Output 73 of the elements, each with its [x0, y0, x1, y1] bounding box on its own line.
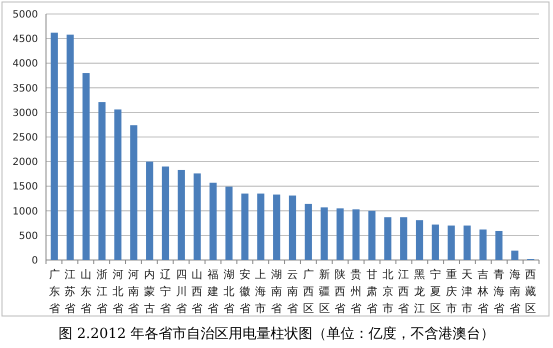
x-tick-label: 西藏区: [525, 268, 536, 315]
x-tick-label: 内蒙古: [144, 268, 156, 315]
y-tick-label: 1000: [12, 206, 38, 218]
bar: [194, 173, 201, 260]
y-tick-label: 0: [32, 256, 38, 266]
y-tick-label: 2500: [12, 132, 38, 144]
x-tick-label: 青海省: [493, 268, 504, 315]
x-tick-label: 浙江省: [96, 268, 108, 315]
x-tick-label: 云南省: [287, 268, 298, 315]
x-tick-label: 辽宁省: [160, 268, 171, 315]
bar: [82, 73, 90, 260]
x-tick-label: 广西区: [302, 268, 314, 315]
bar: [400, 217, 408, 260]
y-tick-label: 3500: [12, 83, 38, 94]
bar: [50, 32, 58, 260]
x-tick-label: 上海市: [255, 268, 266, 315]
x-tick-label: 宁夏区: [430, 268, 441, 315]
bar: [273, 194, 280, 260]
y-tick-label: 500: [18, 230, 38, 242]
bar: [178, 170, 185, 260]
bar: [384, 217, 392, 260]
bar: [130, 125, 138, 260]
x-tick-label: 湖南省: [271, 268, 282, 315]
bar: [336, 208, 344, 260]
bar: [146, 162, 154, 260]
x-tick-label: 吉林省: [476, 268, 489, 315]
x-tick-label: 山西省: [192, 268, 203, 315]
bar: [288, 196, 296, 260]
bar: [368, 210, 376, 260]
bar: [320, 207, 328, 260]
y-tick-label: 3000: [12, 108, 38, 119]
bar: [162, 166, 170, 260]
bar: [495, 230, 502, 260]
x-tick-label: 河南省: [128, 268, 140, 315]
x-tick-label: 福建省: [206, 268, 219, 315]
bar: [241, 194, 248, 260]
x-tick-label: 天津市: [462, 268, 473, 315]
bar: [432, 224, 439, 260]
bar: [416, 220, 424, 260]
x-tick-label: 江西省: [398, 268, 410, 315]
bar: [479, 229, 487, 260]
bar: [352, 209, 360, 260]
y-tick-label: 2000: [12, 157, 38, 168]
x-tick-label: 安徽省: [239, 268, 250, 315]
bar: [98, 102, 106, 260]
x-tick-label: 陕西省: [334, 268, 346, 315]
bar: [464, 226, 471, 260]
bar: [210, 182, 217, 260]
x-tick-label: 四川省: [176, 268, 187, 315]
x-tick-label: 贵州省: [350, 268, 362, 315]
bar: [448, 226, 455, 260]
x-tick-label: 重庆市: [446, 268, 457, 315]
x-tick-label: 新疆区: [318, 268, 330, 315]
bar: [511, 250, 518, 260]
x-tick-label: 广东省: [48, 268, 60, 315]
x-tick-label: 海南省: [509, 268, 520, 315]
bar: [225, 186, 233, 260]
x-tick-label: 甘肃省: [366, 268, 378, 315]
y-tick-label: 5000: [12, 10, 38, 20]
x-tick-label: 黑龙江: [414, 268, 426, 315]
bar: [66, 34, 74, 260]
text: 图 2.2012 年各省市自治区用电量柱状图（单位：亿度，不含港澳台）: [58, 326, 494, 342]
y-tick-label: 1500: [12, 182, 38, 193]
y-tick-label: 4500: [12, 34, 38, 46]
y-tick-label: 4000: [12, 58, 38, 70]
x-tick-label: 湖北省: [223, 268, 234, 315]
x-tick-label: 江苏省: [64, 268, 76, 315]
x-tick-label: 河北省: [112, 268, 124, 315]
bar: [257, 194, 264, 260]
x-tick-label: 北京市: [382, 268, 394, 315]
bar: [114, 109, 122, 260]
bar: [304, 204, 312, 260]
x-tick-label: 山东省: [80, 268, 92, 315]
